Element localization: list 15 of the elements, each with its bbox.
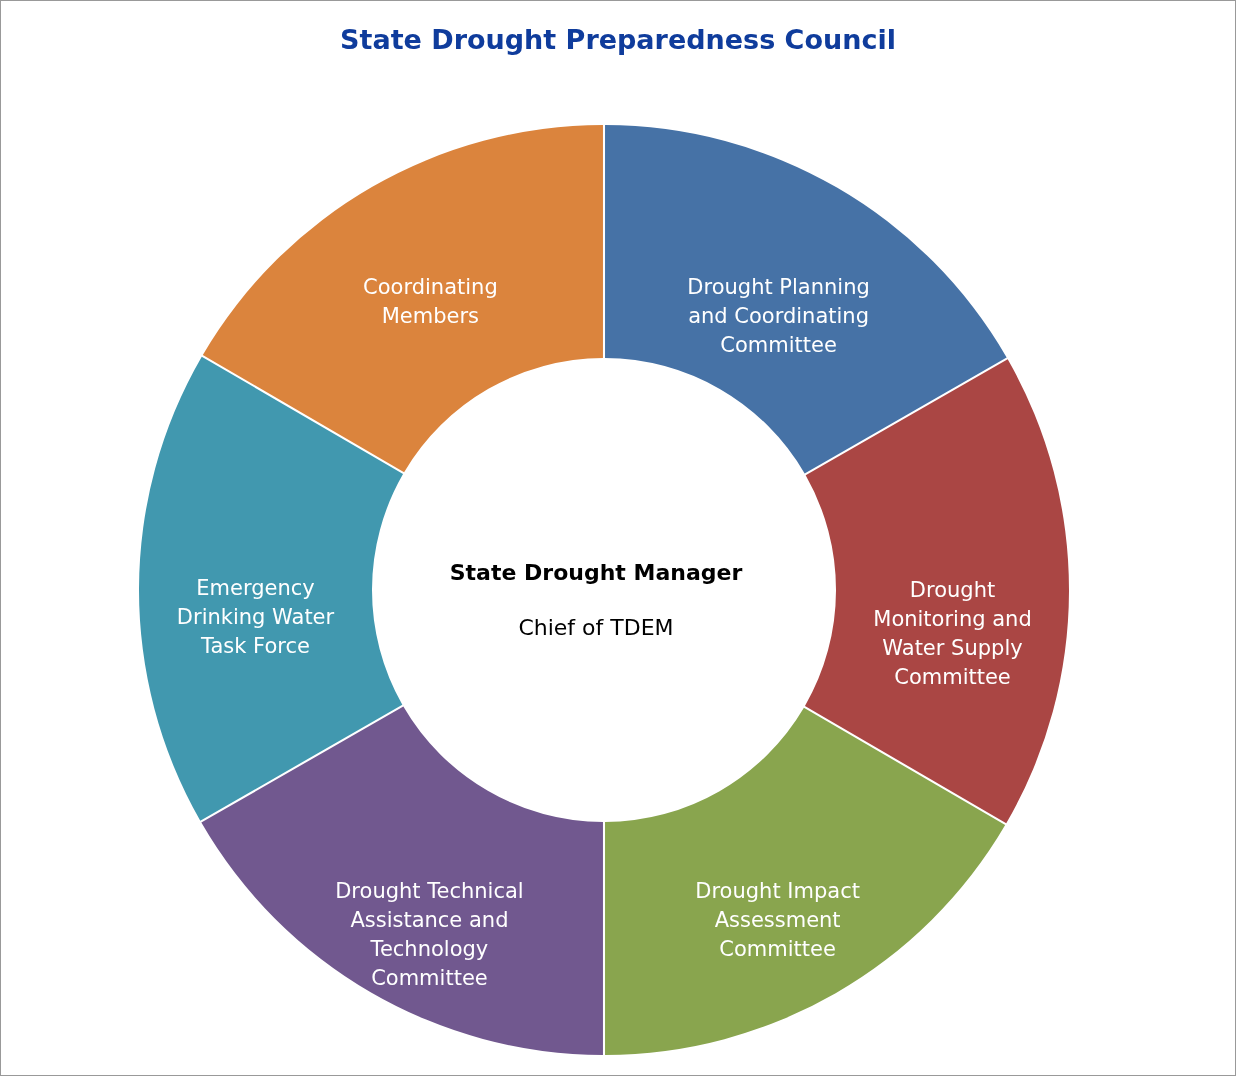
slice-label: Emergency Drinking Water Task Force <box>176 575 335 658</box>
donut-slice <box>202 125 603 473</box>
donut-slice <box>605 125 1007 474</box>
donut-slice <box>804 359 1069 824</box>
text: State Drought Manager <box>449 560 743 585</box>
slice-label: Drought Planning and Coordinating Committee <box>687 275 870 358</box>
donut-slice <box>201 706 603 1055</box>
slice-label: Drought Impact Assessment Committee <box>695 879 860 962</box>
donut-slice <box>605 707 1006 1055</box>
donut-slice <box>139 356 404 821</box>
chart-title: State Drought Preparedness Council <box>340 24 896 55</box>
slice-label: Drought Monitoring and Water Supply Committee <box>873 578 1032 690</box>
slice-label: Drought Technical Assistance and Technology Committee <box>335 878 524 990</box>
text: Chief of TDEM <box>518 615 674 640</box>
slice-label: Coordinating Members <box>363 274 498 328</box>
